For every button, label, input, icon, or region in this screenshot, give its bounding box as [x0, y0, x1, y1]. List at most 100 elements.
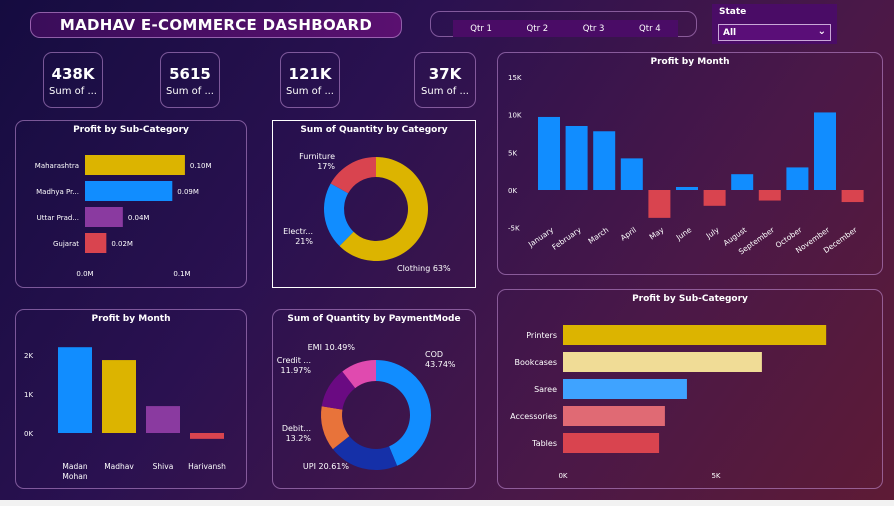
- bar: [85, 155, 185, 175]
- bar: [841, 190, 864, 203]
- kpi-value: 5615: [169, 65, 211, 83]
- kpi-value: 438K: [51, 65, 95, 83]
- bar: [563, 379, 687, 399]
- bar: [563, 325, 827, 345]
- slice-label: Debit... 13.2%: [282, 424, 312, 443]
- slice-label: UPI 20.61%: [303, 462, 349, 471]
- category-label: Bookcases: [515, 358, 557, 367]
- bar: [85, 181, 173, 201]
- quantity-by-category-chart[interactable]: Sum of Quantity by Category Clothing 63% E…: [272, 120, 476, 288]
- bar: [676, 186, 698, 190]
- kpi-label: Sum of ...: [286, 86, 334, 97]
- dashboard-title: MADHAV E-COMMERCE DASHBOARD: [30, 12, 402, 38]
- category-label: Uttar Prad...: [37, 214, 79, 222]
- profit-by-state-chart[interactable]: Profit by Sub-Category Maharashtra 0.10M Ma…: [15, 120, 247, 288]
- kpi-card: 121K Sum of ...: [280, 52, 340, 108]
- state-filter: State All ⌄: [712, 4, 837, 44]
- x-tick-label: Harivansh: [188, 462, 226, 471]
- bar: [563, 433, 660, 453]
- state-value: All: [723, 28, 737, 38]
- x-tick-label: June: [674, 225, 694, 243]
- slice-label: Clothing 63%: [397, 264, 451, 273]
- bar: [814, 112, 836, 190]
- y-tick-label: -5K: [508, 225, 520, 233]
- slice-label: COD 43.74%: [425, 350, 456, 369]
- x-tick-label: 5K: [711, 472, 720, 480]
- kpi-value: 37K: [428, 65, 462, 83]
- bar: [85, 207, 123, 227]
- y-tick-label: 0K: [24, 430, 33, 438]
- x-tick-label: Shiva: [153, 462, 174, 471]
- bar: [620, 158, 643, 190]
- bar: [58, 347, 92, 433]
- bar: [786, 167, 809, 190]
- slice-label: Furniture 17%: [299, 152, 335, 171]
- y-tick-label: 2K: [24, 352, 33, 360]
- x-tick-label: May: [648, 225, 666, 242]
- x-tick-label: March: [586, 225, 610, 246]
- category-label: Gujarat: [53, 240, 79, 248]
- bar: [703, 190, 726, 206]
- quarter-option[interactable]: Qtr 1: [470, 23, 492, 34]
- category-label: Accessories: [510, 412, 557, 421]
- profit-by-month-chart[interactable]: Profit by Month 15K 10K 5K 0K -5K January Febru…: [497, 52, 883, 275]
- data-label: 0.10M: [190, 162, 212, 170]
- category-label: Maharashtra: [35, 162, 79, 170]
- x-tick-label: July: [704, 225, 721, 241]
- profit-by-subcategory-chart[interactable]: Profit by Sub-Category Printers Bookcases S…: [497, 289, 883, 489]
- chart-title: Profit by Month: [91, 314, 171, 324]
- chevron-down-icon: ⌄: [817, 26, 826, 37]
- state-filter-label: State: [719, 7, 747, 17]
- quantity-by-payment-chart[interactable]: Sum of Quantity by PaymentMode COD 43.74% U…: [272, 309, 476, 489]
- chart-title: Sum of Quantity by Category: [300, 125, 448, 135]
- category-label: Saree: [534, 385, 557, 394]
- y-tick-label: 10K: [508, 112, 522, 120]
- state-dropdown[interactable]: All ⌄: [718, 24, 831, 41]
- data-label: 0.02M: [111, 240, 133, 248]
- slice-label: Credit ... 11.97%: [277, 356, 312, 375]
- data-label: 0.04M: [128, 214, 150, 222]
- quarter-option[interactable]: Qtr 4: [639, 23, 661, 34]
- bottom-bar: [0, 500, 894, 506]
- donut-slice: [321, 371, 356, 410]
- x-tick-label: 0.1M: [173, 270, 190, 278]
- category-label: Printers: [526, 331, 557, 340]
- chart-title: Profit by Month: [650, 57, 730, 67]
- y-tick-label: 1K: [24, 391, 33, 399]
- x-tick-label: 0K: [558, 472, 567, 480]
- bar: [731, 174, 754, 190]
- donut-slice: [339, 157, 428, 261]
- kpi-card: 438K Sum of ...: [43, 52, 103, 108]
- donut-slice: [321, 406, 350, 450]
- x-tick-label: February: [550, 225, 583, 252]
- y-tick-label: 5K: [508, 149, 517, 157]
- bar: [85, 233, 107, 253]
- donut-slice: [324, 183, 354, 247]
- slice-label: EMI 10.49%: [308, 343, 356, 352]
- x-tick-label: Madan Mohan: [62, 462, 87, 481]
- kpi-card: 37K Sum of ...: [414, 52, 476, 108]
- bar: [190, 433, 224, 439]
- y-tick-label: 15K: [508, 74, 522, 82]
- category-label: Tables: [531, 439, 557, 448]
- kpi-label: Sum of ...: [421, 86, 469, 97]
- bar: [563, 352, 762, 372]
- bar: [565, 125, 588, 190]
- donut-slice: [376, 360, 431, 466]
- bar: [102, 360, 136, 433]
- kpi-value: 121K: [288, 65, 332, 83]
- quarter-option[interactable]: Qtr 3: [582, 23, 605, 34]
- kpi-label: Sum of ...: [166, 86, 214, 97]
- x-tick-label: April: [619, 225, 638, 242]
- data-label: 0.09M: [177, 188, 199, 196]
- quarter-slicer: Qtr 1 Qtr 2 Qtr 3 Qtr 4: [430, 11, 697, 37]
- x-tick-label: Madhav: [104, 462, 134, 471]
- x-tick-label: 0.0M: [76, 270, 93, 278]
- chart-title: Profit by Sub-Category: [73, 125, 189, 135]
- donut-slice: [332, 436, 398, 470]
- profit-by-salesperson-chart[interactable]: Profit by Month 2K 1K 0K Madan Mohan Madhav Shi…: [15, 309, 247, 489]
- quarter-option[interactable]: Qtr 2: [526, 23, 549, 34]
- donut-slice: [342, 360, 376, 389]
- bar: [146, 406, 180, 433]
- category-label: Madhya Pr...: [36, 188, 79, 196]
